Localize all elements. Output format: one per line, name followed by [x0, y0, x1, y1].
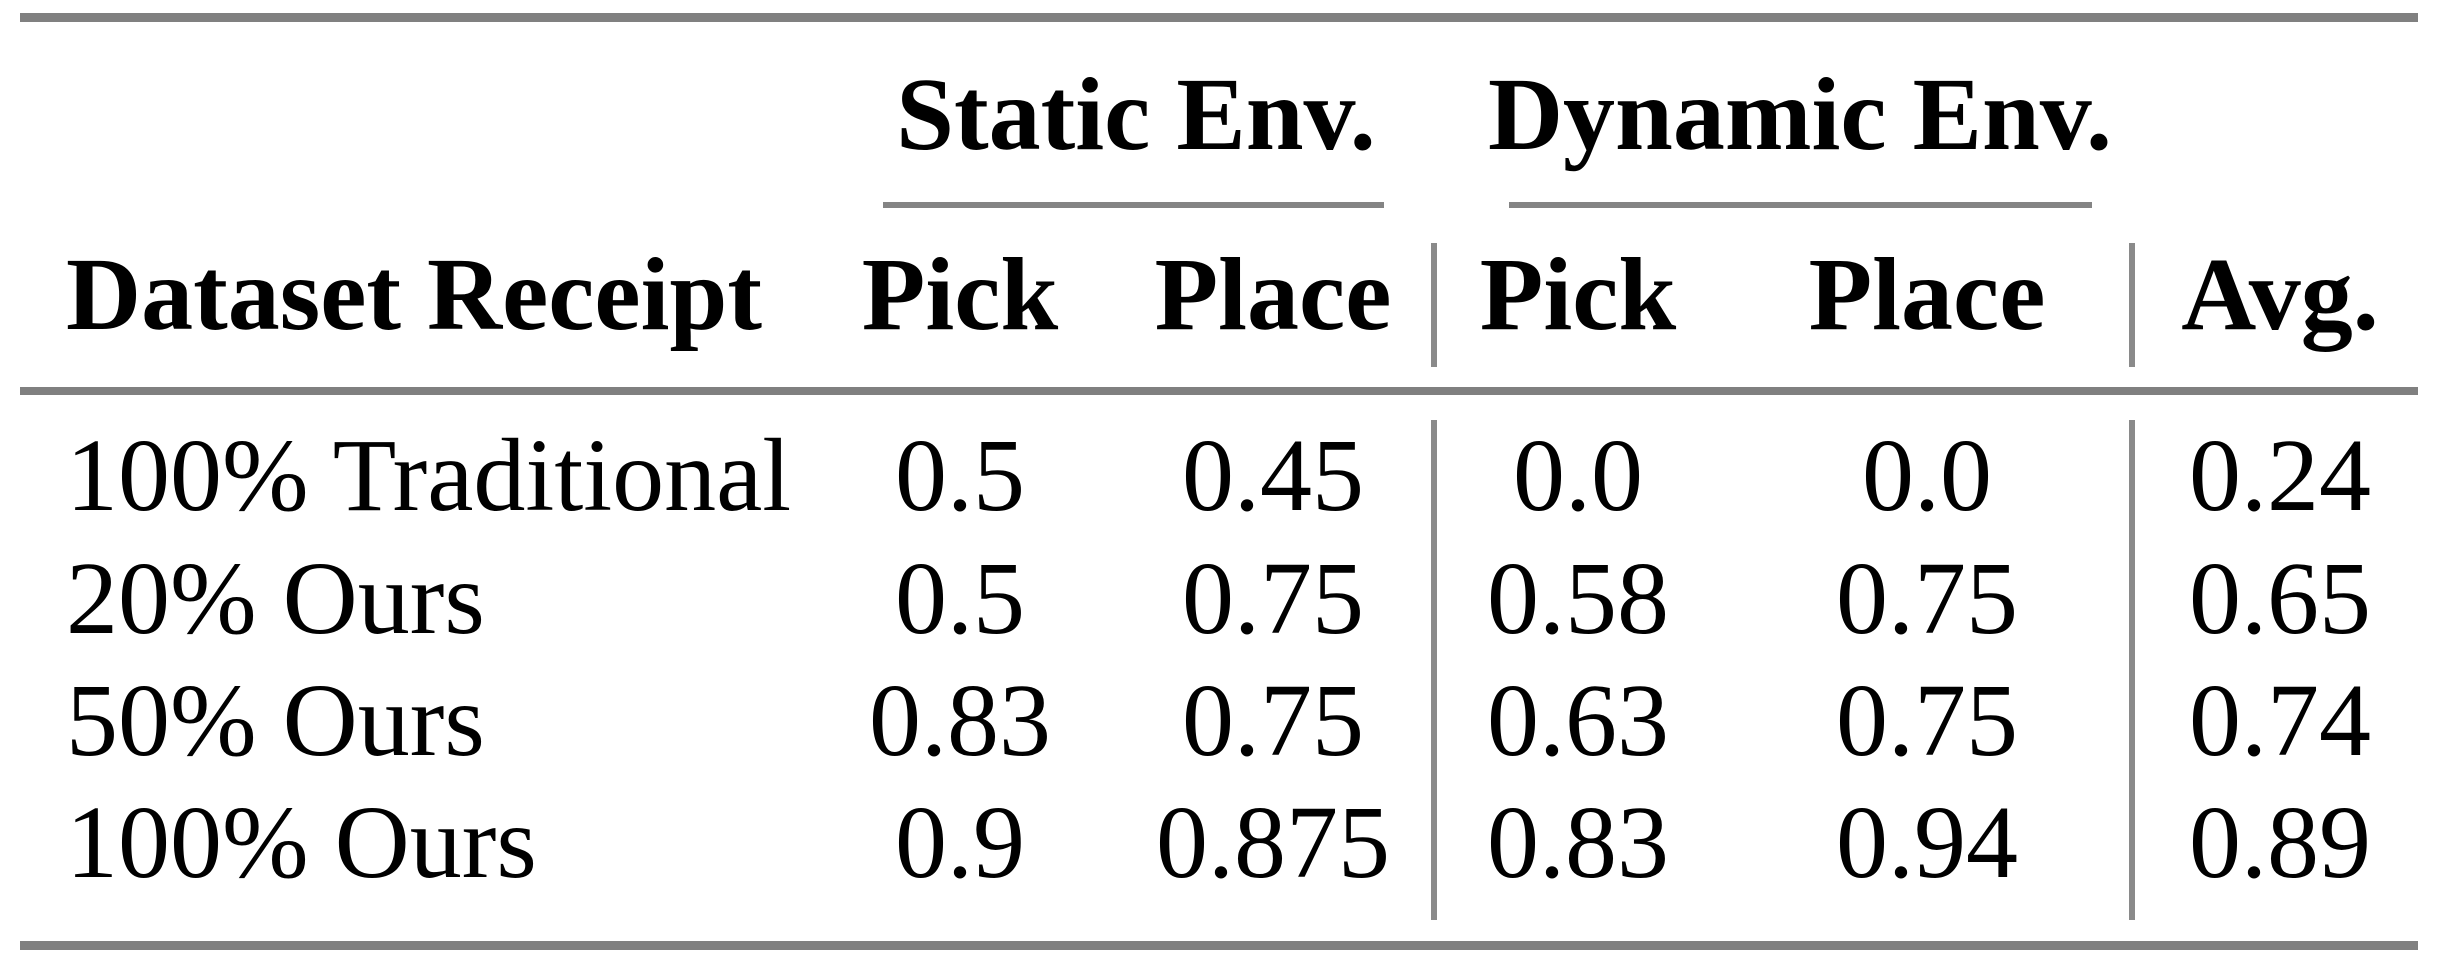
cell-avg: 0.74 — [2189, 663, 2371, 778]
divider-dynamic-avg-header — [2129, 243, 2135, 367]
group-header-static-env: Static Env. — [896, 57, 1376, 172]
row-label: 100% Ours — [66, 785, 537, 900]
column-header-avg: Avg. — [2181, 237, 2379, 352]
cell-dynamic-pick: 0.58 — [1487, 541, 1669, 656]
cell-static-pick: 0.5 — [895, 418, 1025, 533]
cell-static-pick: 0.83 — [869, 663, 1051, 778]
column-header-dynamic-place: Place — [1808, 237, 2046, 352]
column-header-static-pick: Pick — [861, 237, 1059, 352]
divider-static-dynamic-body — [1431, 420, 1437, 920]
table-top-rule — [20, 13, 2418, 22]
cmidrule-static-env — [883, 202, 1384, 208]
cell-static-pick: 0.9 — [895, 785, 1025, 900]
column-header-dataset-receipt: Dataset Receipt — [66, 237, 762, 352]
cell-avg: 0.65 — [2189, 541, 2371, 656]
cell-static-pick: 0.5 — [895, 541, 1025, 656]
column-header-static-place: Place — [1154, 237, 1392, 352]
row-label: 50% Ours — [66, 663, 485, 778]
cell-dynamic-pick: 0.63 — [1487, 663, 1669, 778]
column-header-dynamic-pick: Pick — [1479, 237, 1677, 352]
cell-avg: 0.89 — [2189, 785, 2371, 900]
cell-dynamic-place: 0.75 — [1836, 663, 2018, 778]
cell-static-place: 0.75 — [1182, 541, 1364, 656]
table-bottom-rule — [20, 941, 2418, 950]
row-label: 100% Traditional — [66, 418, 792, 533]
cell-dynamic-place: 0.0 — [1862, 418, 1992, 533]
divider-static-dynamic-header — [1431, 243, 1437, 367]
cell-dynamic-pick: 0.0 — [1513, 418, 1643, 533]
cell-dynamic-pick: 0.83 — [1487, 785, 1669, 900]
table-header-rule — [20, 387, 2418, 395]
cell-static-place: 0.75 — [1182, 663, 1364, 778]
cell-dynamic-place: 0.75 — [1836, 541, 2018, 656]
cell-static-place: 0.875 — [1156, 785, 1390, 900]
cell-dynamic-place: 0.94 — [1836, 785, 2018, 900]
divider-dynamic-avg-body — [2129, 420, 2135, 920]
cell-static-place: 0.45 — [1182, 418, 1364, 533]
cell-avg: 0.24 — [2189, 418, 2371, 533]
group-header-dynamic-env: Dynamic Env. — [1487, 57, 2113, 172]
row-label: 20% Ours — [66, 541, 485, 656]
cmidrule-dynamic-env — [1509, 202, 2092, 208]
